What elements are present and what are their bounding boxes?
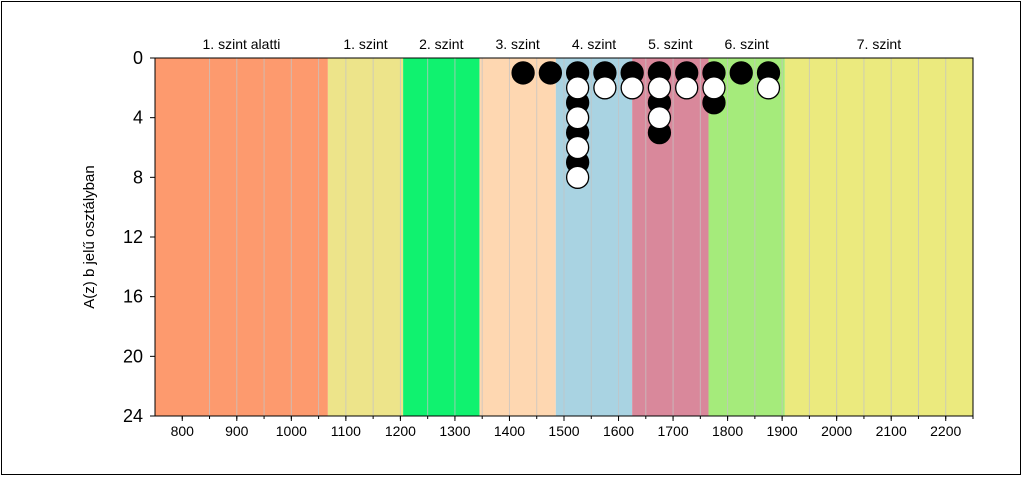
- grid-lines: [209, 58, 947, 416]
- level-band-6: [632, 58, 709, 416]
- level-band-7: [708, 58, 785, 416]
- level-band-3: [403, 58, 480, 416]
- level-band-label-1: 1. szint alatti: [203, 36, 281, 52]
- hollow-point: [647, 106, 672, 130]
- hollow-point: [756, 76, 781, 100]
- level-band-label-4: 3. szint: [495, 36, 539, 52]
- level-band-label-6: 5. szint: [648, 36, 692, 52]
- filled-point: [729, 61, 753, 85]
- level-band-labels: 1. szint alatti 1. szint 2. szint 3. szint 4…: [203, 36, 902, 52]
- level-band-8: [784, 58, 973, 416]
- level-band-1: [155, 58, 328, 416]
- x-tick-label: 1200: [385, 423, 416, 439]
- filled-point: [538, 61, 563, 85]
- level-band-label-5: 4. szint: [572, 36, 616, 52]
- level-band-label-2: 1. szint: [343, 36, 387, 52]
- x-axis: 800 900 1000 1100 1200 1300 1400 1500 1600 1700 18…: [171, 416, 974, 439]
- y-tick-label: 0: [133, 48, 143, 68]
- y-tick-label: 20: [123, 346, 143, 366]
- hollow-point: [565, 106, 590, 130]
- x-tick-label: 1500: [548, 423, 579, 439]
- level-band-2: [327, 58, 404, 416]
- hollow-point: [702, 76, 726, 100]
- x-tick-label: 2200: [930, 423, 961, 439]
- x-tick-label: 800: [171, 423, 195, 439]
- level-band-4: [479, 58, 556, 416]
- x-tick-label: 1600: [603, 423, 634, 439]
- hollow-point: [647, 76, 672, 100]
- plot-border: [154, 57, 974, 417]
- level-band-5: [555, 58, 633, 416]
- x-tick-label: 1300: [439, 423, 470, 439]
- x-tick-label: 1400: [494, 423, 525, 439]
- y-tick-label: 12: [123, 227, 143, 247]
- y-tick-label: 16: [123, 287, 143, 307]
- y-tick-label: 4: [133, 108, 143, 128]
- hollow-point: [675, 76, 699, 100]
- y-tick-label: 8: [133, 167, 143, 187]
- hollow-point: [565, 165, 590, 189]
- hollow-point: [593, 76, 617, 100]
- x-tick-label: 900: [225, 423, 249, 439]
- level-band-label-3: 2. szint: [419, 36, 463, 52]
- data-points: [511, 61, 781, 189]
- x-tick-label: 2000: [821, 423, 852, 439]
- x-tick-label: 1100: [331, 423, 361, 439]
- x-tick-label: 1700: [657, 423, 688, 439]
- level-bands: [155, 58, 973, 416]
- level-band-label-7: 6. szint: [725, 36, 769, 52]
- x-tick-label: 1800: [712, 423, 743, 439]
- filled-point: [511, 61, 535, 85]
- y-tick-label: 24: [123, 406, 143, 426]
- hollow-point: [565, 135, 590, 160]
- x-tick-label: 1900: [767, 423, 798, 439]
- level-band-label-8: 7. szint: [857, 36, 901, 52]
- x-tick-label: 1000: [276, 423, 307, 439]
- y-axis-label: A(z) b jelű osztályban: [81, 165, 98, 308]
- y-axis: 0 4 8 12 16 20 24: [123, 48, 155, 426]
- hollow-point: [620, 76, 644, 100]
- x-tick-label: 2100: [876, 423, 907, 439]
- hollow-point: [565, 76, 590, 100]
